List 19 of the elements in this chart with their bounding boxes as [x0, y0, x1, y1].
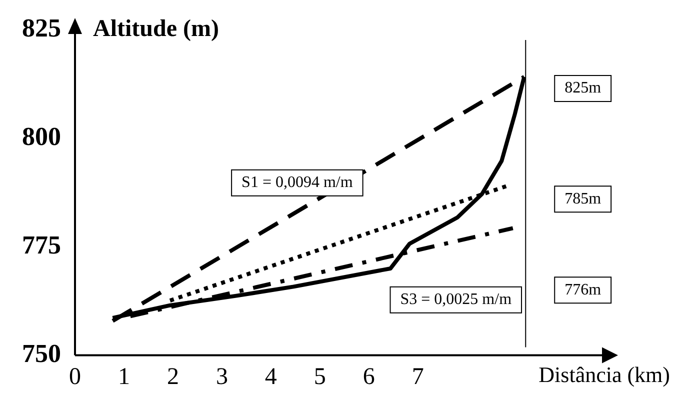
x-tick-label: 6 — [362, 364, 375, 390]
x-tick-label: 7 — [412, 364, 424, 390]
y-tick-label: 750 — [22, 338, 61, 368]
y-tick-label: 775 — [22, 230, 61, 260]
annotation: 825m — [564, 80, 602, 97]
annotation: S3 = 0,0025 m/m — [400, 291, 512, 308]
x-tick-label: 5 — [314, 364, 326, 390]
y-tick-label: 825 — [22, 14, 61, 43]
x-tick-label: 4 — [264, 364, 277, 390]
y-axis-title: Altitude (m) — [93, 16, 219, 42]
annotation: S1 = 0,0094 m/m — [242, 174, 354, 192]
x-tick-label: 1 — [118, 364, 130, 390]
y-tick-label: 800 — [22, 122, 61, 152]
annotation: 776m — [564, 281, 602, 298]
x-tick-label: 2 — [166, 364, 179, 390]
x-axis-title: Distância (km) — [538, 362, 670, 387]
x-tick-label: 0 — [69, 364, 81, 390]
x-tick-label: 3 — [216, 364, 228, 390]
annotation: 785m — [564, 190, 602, 208]
